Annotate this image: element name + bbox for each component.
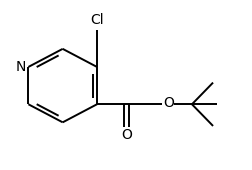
Text: O: O bbox=[121, 128, 132, 142]
Text: Cl: Cl bbox=[90, 13, 104, 27]
Text: N: N bbox=[16, 60, 26, 74]
Text: O: O bbox=[163, 96, 174, 110]
